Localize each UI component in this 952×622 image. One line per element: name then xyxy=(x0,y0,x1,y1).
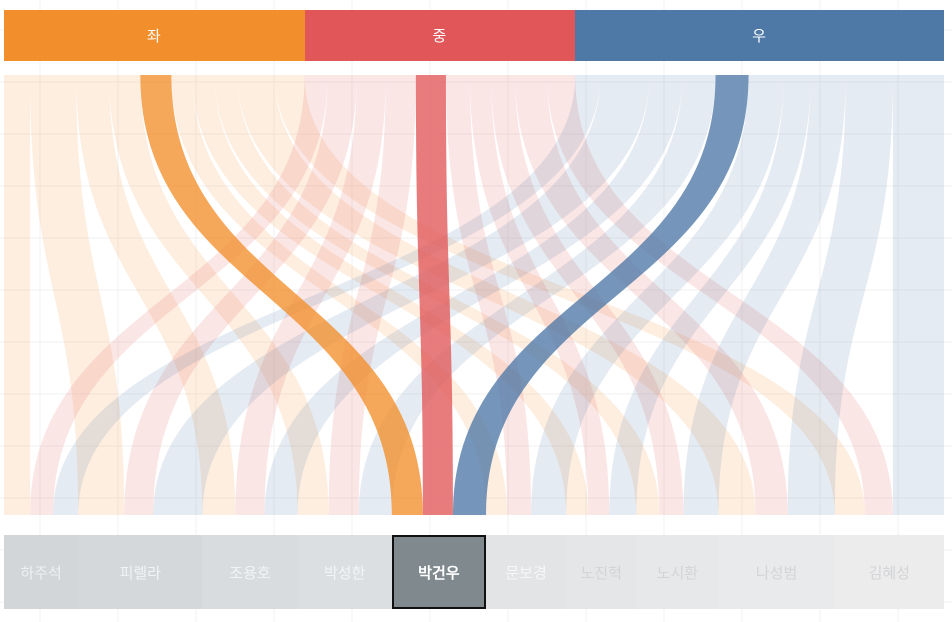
ribbon-좌-박성한[interactable] xyxy=(109,75,329,515)
ribbon-중-박건우[interactable] xyxy=(415,75,453,515)
source-segment-label: 우 xyxy=(752,27,767,45)
ribbon-우-나성범[interactable] xyxy=(787,75,893,515)
ribbon-좌-박건우[interactable] xyxy=(140,75,423,515)
ribbon-우-박성한[interactable] xyxy=(358,75,716,515)
target-segment-label: 박성한 xyxy=(323,563,366,582)
ribbon-우-김혜성[interactable] xyxy=(892,75,944,515)
target-segment-7[interactable]: 노시환 xyxy=(636,535,719,609)
source-segment-label: 좌 xyxy=(146,27,162,45)
target-segment-label: 나성범 xyxy=(755,563,798,582)
source-segment-1[interactable]: 중 xyxy=(304,10,576,61)
target-segment-1[interactable]: 피렐라 xyxy=(78,535,203,609)
sankey-flow-area xyxy=(4,75,944,515)
ribbon-중-피렐라[interactable] xyxy=(124,75,357,515)
target-segment-label: 피렐라 xyxy=(119,563,161,582)
ribbon-우-조용호[interactable] xyxy=(264,75,683,515)
ribbon-중-노진혁[interactable] xyxy=(469,75,610,515)
ribbon-우-문보경[interactable] xyxy=(531,75,784,515)
ribbon-좌-피렐라[interactable] xyxy=(30,75,125,515)
target-segment-2[interactable]: 조용호 xyxy=(202,535,298,609)
target-segment-0[interactable]: 하주석 xyxy=(4,535,79,609)
target-category-bar: 하주석 피렐라 조용호 박성한 박건우 문보경 노진혁 노시환 나성범 김혜성 xyxy=(4,535,944,609)
ribbon-우-노시환[interactable] xyxy=(683,75,846,515)
ribbon-중-조용호[interactable] xyxy=(235,75,386,515)
ribbon-중-하주석[interactable] xyxy=(30,75,328,515)
ribbon-중-김혜성[interactable] xyxy=(547,75,893,515)
ribbon-좌-김혜성[interactable] xyxy=(274,75,865,515)
ribbon-좌-조용호[interactable] xyxy=(76,75,236,515)
ribbon-좌-노진혁[interactable] xyxy=(192,75,589,515)
ribbon-우-박건우[interactable] xyxy=(452,75,749,515)
target-segment-label: 노진혁 xyxy=(580,563,622,582)
target-segment-label: 노시환 xyxy=(656,563,699,582)
target-segment-selected[interactable]: 박건우 xyxy=(391,535,486,609)
source-segment-2[interactable]: 우 xyxy=(575,10,944,61)
source-segment-label: 중 xyxy=(432,27,448,45)
target-segment-3[interactable]: 박성한 xyxy=(297,535,392,609)
ribbon-좌-나성범[interactable] xyxy=(237,75,756,515)
target-segment-label: 하주석 xyxy=(20,563,62,582)
target-segment-label: 김혜성 xyxy=(868,563,910,582)
target-segment-6[interactable]: 노진혁 xyxy=(566,535,637,609)
ribbon-우-피렐라[interactable] xyxy=(153,75,650,515)
ribbon-우-하주석[interactable] xyxy=(53,75,601,515)
target-segment-9[interactable]: 김혜성 xyxy=(834,535,944,609)
target-segment-5[interactable]: 문보경 xyxy=(485,535,567,609)
ribbon-좌-하주석[interactable] xyxy=(4,75,31,515)
source-segment-0[interactable]: 좌 xyxy=(4,10,305,61)
target-segment-8[interactable]: 나성범 xyxy=(718,535,835,609)
ribbon-중-박성한[interactable] xyxy=(328,75,416,515)
ribbon-좌-문보경[interactable] xyxy=(171,75,508,515)
target-segment-label: 박건우 xyxy=(418,563,460,582)
ribbon-중-나성범[interactable] xyxy=(515,75,788,515)
target-segment-label: 문보경 xyxy=(505,563,547,582)
target-segment-label: 조용호 xyxy=(229,563,271,582)
ribbon-우-노진혁[interactable] xyxy=(609,75,811,515)
